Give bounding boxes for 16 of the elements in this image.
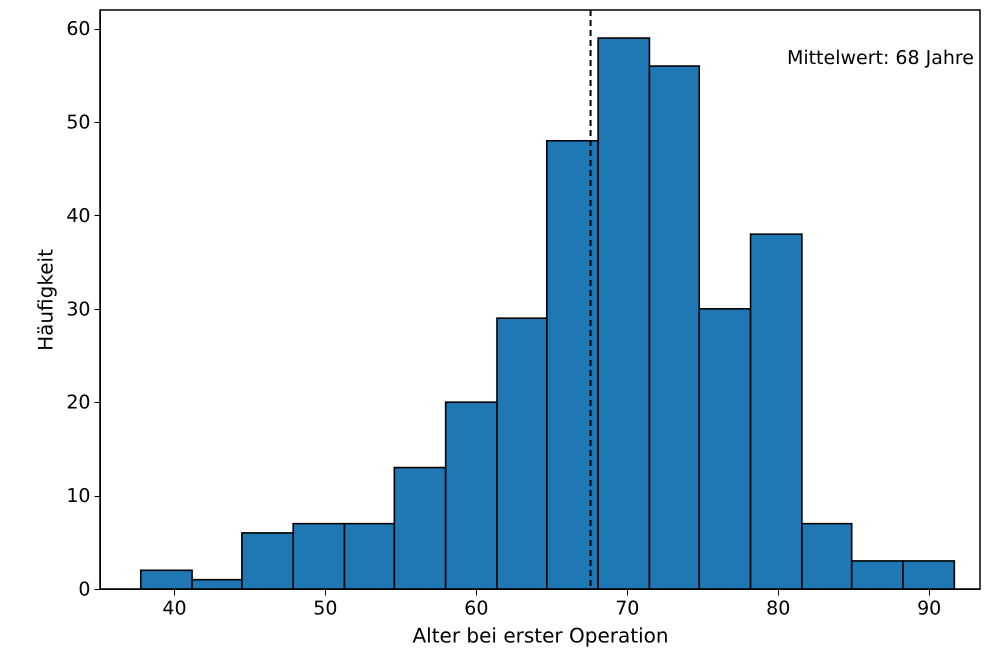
y-tick-label: 20 <box>66 392 90 414</box>
x-tick-label: 40 <box>162 598 187 620</box>
x-tick-label: 80 <box>766 598 790 620</box>
y-tick-label: 0 <box>78 578 90 600</box>
y-tick-label: 60 <box>66 18 90 40</box>
x-tick-label: 70 <box>615 598 640 620</box>
y-tick-label: 30 <box>66 298 90 320</box>
x-axis-title: Alter bei erster Operation <box>412 624 669 648</box>
y-tick-label: 50 <box>66 112 90 134</box>
x-tick-label: 50 <box>313 598 338 620</box>
y-tick-label: 40 <box>66 204 90 227</box>
y-axis-title: Häufigkeit <box>33 248 58 351</box>
x-tick-label: 60 <box>464 598 488 620</box>
ref-line-label: Mittelwert: 68 Jahre <box>786 47 974 69</box>
y-tick-label: 10 <box>66 485 90 508</box>
x-tick-label: 90 <box>917 598 942 620</box>
